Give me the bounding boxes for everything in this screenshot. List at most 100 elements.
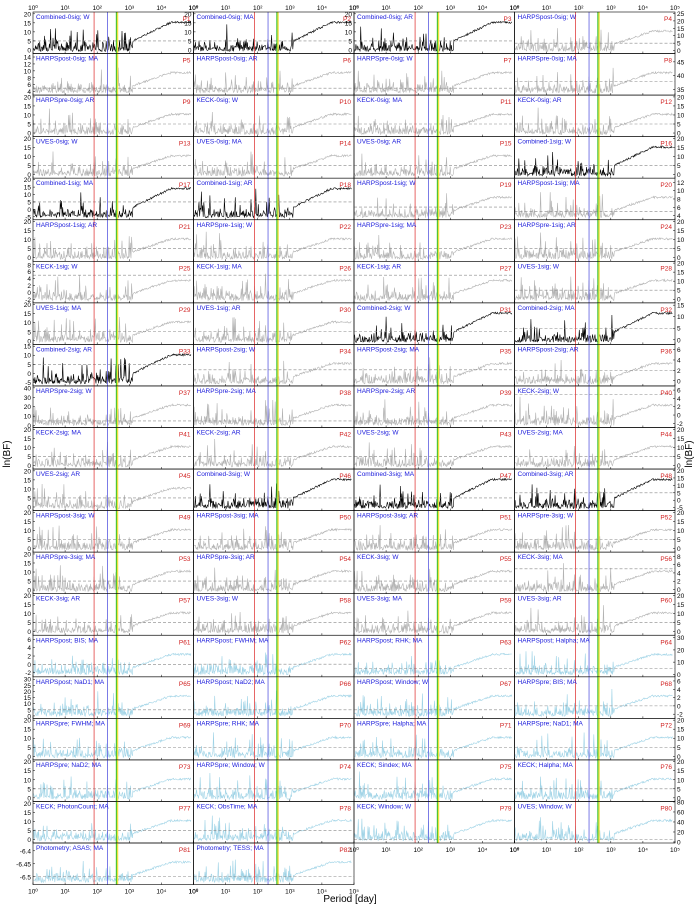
panel-id: P66: [339, 681, 351, 688]
periodogram-trace: [33, 151, 192, 178]
y-tick-label: 0: [677, 378, 681, 385]
y-tick-label: 5: [677, 620, 681, 627]
y-tick-label: 10: [184, 29, 192, 36]
y-tick-label: 10: [677, 611, 685, 618]
panel-p8: 35 40 45 HARPSpre-0sig; MA P8: [514, 53, 685, 96]
y-tick-label: 5: [677, 490, 681, 497]
y-tick-label: 4: [27, 645, 31, 652]
panel-p30: UVES-1sig; AR P30: [193, 302, 355, 345]
y-axis-label-right: ln(BF): [684, 440, 695, 467]
periodogram-trace: [354, 818, 513, 842]
panel-id: P64: [660, 639, 672, 646]
y-tick-label: 6: [677, 388, 681, 395]
panel-label: HARPSpre-0sig; MA: [518, 56, 578, 63]
top-x-tick-label: 10³: [285, 5, 295, 12]
periodogram-trace: [33, 818, 192, 842]
periodogram-trace: [514, 563, 673, 593]
panel-id: P51: [500, 515, 512, 522]
panel-label: HARPSpre-3sig; AR: [197, 554, 255, 561]
panel-id: P37: [179, 390, 191, 397]
y-tick-label: 0: [188, 47, 192, 54]
periodogram-trace: [514, 776, 673, 801]
periodogram-trace: [193, 231, 352, 261]
y-tick-label: 5: [677, 288, 681, 295]
y-tick-label: 0: [27, 795, 31, 802]
y-tick-label: 20: [24, 404, 32, 411]
y-tick-label: 10: [24, 819, 32, 826]
panel-p60: 0 5 10 15 20 UVES-3sig; AR P60: [514, 593, 685, 636]
panel-label: Combined-1sig; AR: [197, 180, 253, 187]
panel-p34: HARPSpost-2sig; W P34: [193, 344, 355, 387]
y-tick-label: 5: [27, 707, 31, 714]
bottom-x-tick-label: 10⁵: [349, 889, 359, 896]
panel-label: HARPSpost-2sig; W: [197, 346, 256, 353]
periodogram-trace: [193, 859, 352, 884]
periodogram-trace: [514, 107, 673, 136]
top-x-tick-label: 10²: [253, 5, 263, 12]
panel-id: P53: [179, 556, 191, 563]
periodogram-trace: [514, 67, 673, 94]
panel-label: HARPSpost-0sig; AR: [197, 56, 258, 63]
y-tick-label: 20: [24, 427, 32, 434]
y-tick-label: 0: [27, 713, 31, 720]
y-tick-label: 15: [677, 436, 685, 443]
panel-id: P54: [339, 556, 351, 563]
y-tick-label: 0: [677, 546, 681, 553]
y-tick-label: 2: [677, 368, 681, 375]
y-tick-label: 0: [27, 463, 31, 470]
panel-id: P29: [179, 307, 191, 314]
panel-id: P14: [339, 141, 351, 148]
y-tick-label: 5: [27, 620, 31, 627]
panel-label: KECK-2sig; MA: [36, 430, 82, 437]
panel-p79: KECK; Window; W P79: [353, 801, 515, 844]
y-tick-label: 2: [677, 579, 681, 586]
y-axis-label-left: ln(BF): [2, 440, 13, 467]
panel-id: P26: [339, 265, 351, 272]
panel-label: HARPSpre; Halpha; MA: [357, 720, 427, 727]
periodogram-trace: [193, 360, 352, 385]
panel-id: P60: [660, 598, 672, 605]
panel-id: P62: [339, 639, 351, 646]
y-tick-label: 5: [27, 786, 31, 793]
y-tick-label: 12: [677, 180, 685, 187]
y-tick-label: 5: [677, 537, 681, 544]
panel-p18: Combined-1sig; AR P18: [193, 177, 355, 221]
top-x-tick-label: 10¹: [381, 5, 391, 12]
y-tick-label: 15: [24, 103, 32, 110]
y-tick-label: 4: [27, 89, 31, 96]
panel-id: P22: [339, 224, 351, 231]
periodogram-trace: [33, 483, 192, 510]
panel-id: P49: [179, 515, 191, 522]
periodogram-trace: [193, 187, 352, 219]
panel-p59: UVES-3sig; MA P59: [353, 593, 515, 636]
y-tick-label: -6.4: [20, 848, 32, 855]
y-tick-label: 10: [677, 660, 685, 667]
y-tick-label: 0: [677, 754, 681, 761]
top-x-tick-label: 10⁵: [189, 5, 199, 12]
panel-id: P34: [339, 348, 351, 355]
y-tick-label: 4: [677, 213, 681, 220]
bottom-x-tick-label: 10²: [92, 889, 102, 896]
y-tick-label: 5: [27, 199, 31, 206]
y-tick-label: 15: [677, 145, 685, 152]
panel-p45: 0 5 10 15 20 UVES-2sig; AR P45: [24, 468, 194, 511]
periodogram-trace: [33, 736, 192, 759]
panel-id: P19: [500, 182, 512, 189]
top-x-tick-label: 10²: [92, 5, 102, 12]
panel-id: P1: [183, 16, 191, 23]
y-tick-label: 15: [24, 228, 32, 235]
y-tick-label: 20: [677, 136, 685, 143]
panel-id: P5: [183, 58, 191, 65]
y-tick-label: 20: [677, 94, 685, 101]
y-tick-label: 4: [677, 396, 681, 403]
panel-id: P75: [500, 764, 512, 771]
periodogram-trace: [354, 610, 513, 635]
periodogram-trace: [193, 438, 352, 468]
periodogram-trace: [33, 776, 192, 801]
bottom-x-tick-label: 10¹: [60, 889, 70, 896]
y-tick-label: 20: [677, 718, 685, 725]
panel-label: Photometry; TESS; MA: [197, 845, 265, 852]
panel-p38: HARPSpre-2sig; MA P38: [193, 385, 355, 428]
y-tick-label: 6: [27, 82, 31, 89]
